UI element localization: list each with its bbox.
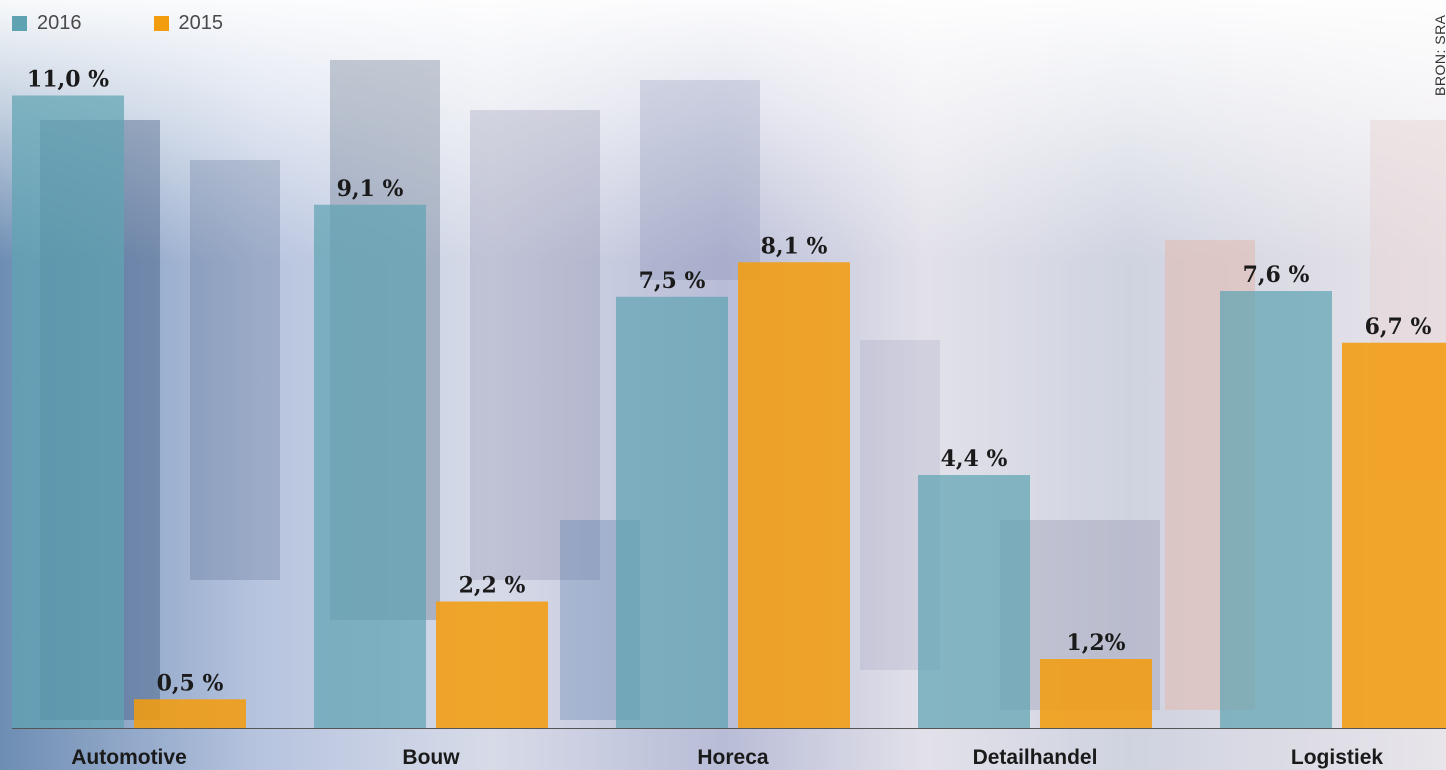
legend-label-2016: 2016	[37, 11, 82, 34]
data-label-2015-logistiek: 6,7 %	[1365, 314, 1432, 340]
legend: 2016 2015	[12, 12, 295, 34]
bar-2016-horeca	[616, 296, 728, 728]
data-label-2015-detailhandel: 1,2%	[1066, 630, 1125, 656]
bar-2016-detailhandel	[918, 475, 1030, 728]
legend-label-2015: 2015	[178, 11, 224, 34]
data-label-2016-detailhandel: 4,4 %	[941, 446, 1008, 472]
category-label-automotive: Automotive	[71, 746, 187, 769]
legend-swatch-2016	[12, 15, 27, 31]
data-label-2016-bouw: 9,1 %	[337, 176, 404, 202]
data-label-2016-logistiek: 7,6 %	[1243, 262, 1310, 288]
data-label-2016-automotive: 11,0 %	[27, 67, 109, 93]
legend-swatch-2015	[153, 15, 169, 31]
bar-2015-bouw	[436, 601, 548, 728]
category-label-horeca: Horeca	[697, 746, 769, 769]
category-label-logistiek: Logistiek	[1291, 746, 1384, 769]
bar-2016-bouw	[314, 204, 426, 728]
data-label-2015-bouw: 2,2 %	[459, 573, 526, 599]
legend-item-2015: 2015	[153, 11, 224, 35]
bar-2015-logistiek	[1342, 342, 1446, 728]
bar-2015-automotive	[134, 699, 246, 728]
category-label-bouw: Bouw	[402, 746, 460, 769]
bar-2015-horeca	[738, 262, 850, 728]
data-label-2016-horeca: 7,5 %	[639, 268, 706, 294]
data-label-2015-automotive: 0,5 %	[157, 670, 224, 696]
legend-item-2016: 2016	[12, 12, 82, 35]
bar-2015-detailhandel	[1040, 659, 1152, 728]
category-label-detailhandel: Detailhandel	[973, 746, 1098, 769]
bar-2016-automotive	[12, 95, 124, 728]
data-label-2015-horeca: 8,1 %	[761, 233, 828, 259]
bar-2016-logistiek	[1220, 291, 1332, 728]
